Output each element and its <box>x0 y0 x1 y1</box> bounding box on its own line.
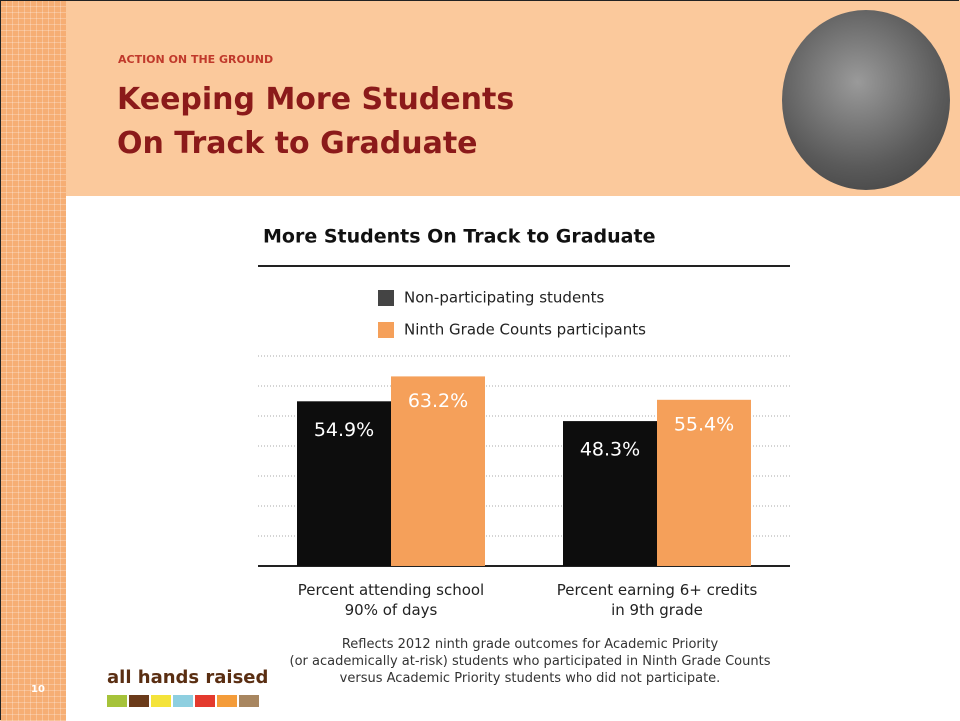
value-label: 54.9% <box>314 419 374 441</box>
legend-label: Ninth Grade Counts participants <box>404 321 646 339</box>
slide: ACTION ON THE GROUND Keeping More Studen… <box>0 0 960 721</box>
chart-title: More Students On Track to Graduate <box>263 226 655 248</box>
x-tick-label: Percent attending school 90% of days <box>261 580 521 620</box>
legend-swatch <box>378 290 394 306</box>
legend-label: Non-participating students <box>404 289 605 307</box>
value-label: 48.3% <box>580 439 640 461</box>
x-tick-label: Percent earning 6+ credits in 9th grade <box>527 580 787 620</box>
value-label: 55.4% <box>674 413 734 435</box>
legend-swatch <box>378 322 394 338</box>
value-label: 63.2% <box>408 390 468 412</box>
